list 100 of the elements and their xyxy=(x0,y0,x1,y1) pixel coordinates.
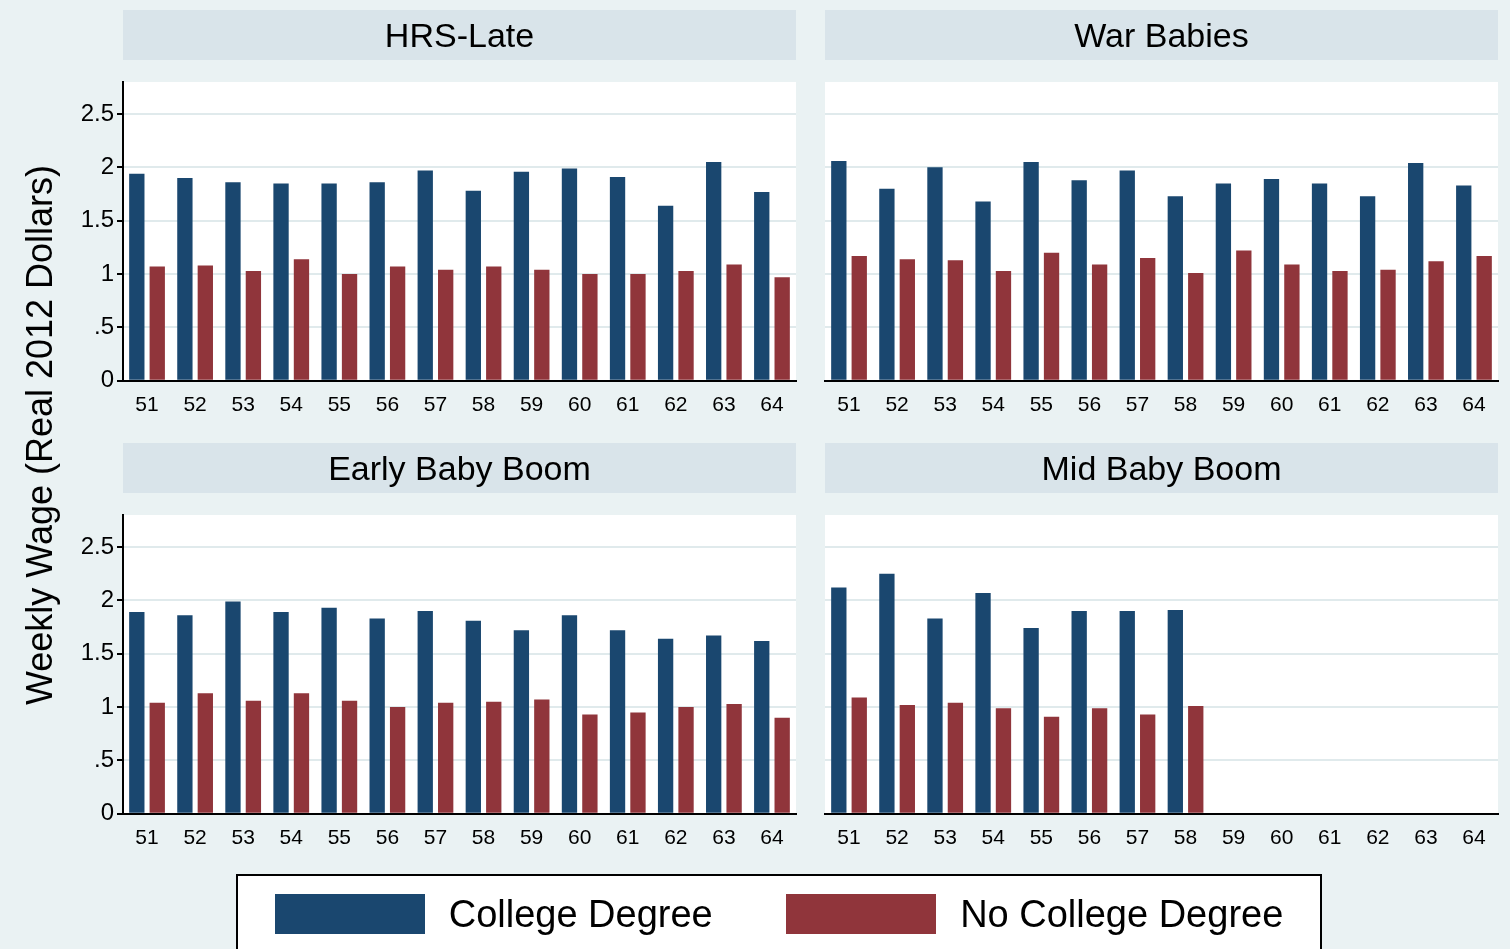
bar xyxy=(177,178,193,380)
x-tick-label: 60 xyxy=(568,825,592,849)
bar xyxy=(438,269,454,380)
bar xyxy=(417,611,433,813)
x-tick-label: 52 xyxy=(183,392,207,416)
x-tick-label: 53 xyxy=(231,825,255,849)
x-tick-label: 54 xyxy=(279,825,304,849)
bar xyxy=(197,265,213,380)
bar xyxy=(465,620,481,813)
bar xyxy=(1408,163,1424,380)
bar xyxy=(995,708,1012,813)
x-tick-label: 51 xyxy=(135,392,159,416)
x-tick-label: 63 xyxy=(1414,825,1438,849)
bar xyxy=(561,168,578,380)
x-tick-label: 62 xyxy=(664,825,688,849)
bar xyxy=(197,693,213,813)
chart-title: Mid Baby Boom xyxy=(825,443,1498,493)
bar xyxy=(273,612,289,813)
x-tick-label: 55 xyxy=(327,392,351,416)
bar xyxy=(1023,628,1039,813)
y-tick-label: 2 xyxy=(100,585,114,612)
x-tick-label: 54 xyxy=(981,392,1006,416)
bar xyxy=(1043,252,1060,380)
bar xyxy=(899,259,915,380)
chart-title: Early Baby Boom xyxy=(123,443,796,493)
bar xyxy=(417,170,433,380)
bar xyxy=(706,635,722,813)
y-tick-label: 2.5 xyxy=(80,531,114,559)
x-tick-label: 56 xyxy=(1077,392,1102,416)
bar xyxy=(513,171,530,380)
x-tick-label: 51 xyxy=(135,825,159,849)
bar xyxy=(245,270,262,380)
bar xyxy=(630,712,646,813)
bar xyxy=(1359,196,1376,380)
bar xyxy=(389,707,406,813)
bar xyxy=(225,182,241,380)
bar xyxy=(899,704,915,813)
x-tick-label: 62 xyxy=(664,392,688,416)
y-tick-label: 1.5 xyxy=(80,205,114,233)
chart-title: HRS-Late xyxy=(123,10,796,60)
x-tick-label: 59 xyxy=(519,392,544,416)
bar xyxy=(465,190,481,380)
x-tick-label: 61 xyxy=(616,392,640,416)
x-tick-label: 55 xyxy=(327,825,351,849)
bar xyxy=(1263,179,1280,380)
bar xyxy=(149,702,165,813)
bar xyxy=(1476,255,1492,380)
bar xyxy=(177,615,193,813)
x-tick-label: 62 xyxy=(1366,392,1390,416)
bar xyxy=(706,162,722,380)
bar xyxy=(129,612,145,813)
bar xyxy=(927,618,943,813)
bar xyxy=(774,277,790,380)
bar xyxy=(341,700,358,813)
bar xyxy=(369,182,385,380)
bar xyxy=(774,717,790,813)
bar xyxy=(947,260,964,380)
bar xyxy=(1236,250,1252,380)
y-tick-label: 2 xyxy=(100,152,114,179)
bar xyxy=(1284,264,1300,380)
bar xyxy=(678,707,694,813)
y-tick-label: .5 xyxy=(93,312,114,340)
x-tick-label: 64 xyxy=(760,825,784,849)
bar xyxy=(1188,273,1204,380)
x-tick-label: 54 xyxy=(279,392,304,416)
y-axis-title: Weekly Wage (Real 2012 Dollars) xyxy=(18,163,61,708)
bar xyxy=(754,640,770,813)
bar xyxy=(293,259,310,380)
x-tick-label: 64 xyxy=(1462,825,1486,849)
bar xyxy=(879,573,895,813)
bar xyxy=(321,183,337,380)
bar xyxy=(657,638,674,813)
x-tick-label: 63 xyxy=(1414,392,1438,416)
bar xyxy=(1043,716,1060,813)
bar xyxy=(879,188,895,380)
bar xyxy=(1071,611,1087,813)
y-tick-label: 0 xyxy=(100,798,114,826)
bar xyxy=(389,266,406,380)
x-tick-label: 62 xyxy=(1366,825,1390,849)
bar xyxy=(561,615,578,813)
x-tick-label: 58 xyxy=(1173,825,1198,849)
bar xyxy=(486,266,502,380)
chart-title: War Babies xyxy=(825,10,1498,60)
x-tick-label: 51 xyxy=(837,825,861,849)
x-tick-label: 58 xyxy=(1173,392,1198,416)
bar xyxy=(129,173,145,380)
x-tick-label: 59 xyxy=(1221,392,1246,416)
x-tick-label: 61 xyxy=(616,825,640,849)
bar xyxy=(754,191,770,380)
bar xyxy=(369,618,385,813)
bar xyxy=(1380,269,1396,380)
x-tick-label: 59 xyxy=(519,825,544,849)
x-tick-label: 56 xyxy=(1077,825,1102,849)
bar xyxy=(1188,706,1204,813)
y-tick-label: 0 xyxy=(100,365,114,393)
bar xyxy=(1140,714,1156,813)
x-tick-label: 61 xyxy=(1318,825,1342,849)
x-tick-label: 53 xyxy=(933,825,957,849)
bar xyxy=(609,176,626,380)
bar xyxy=(1167,196,1183,380)
